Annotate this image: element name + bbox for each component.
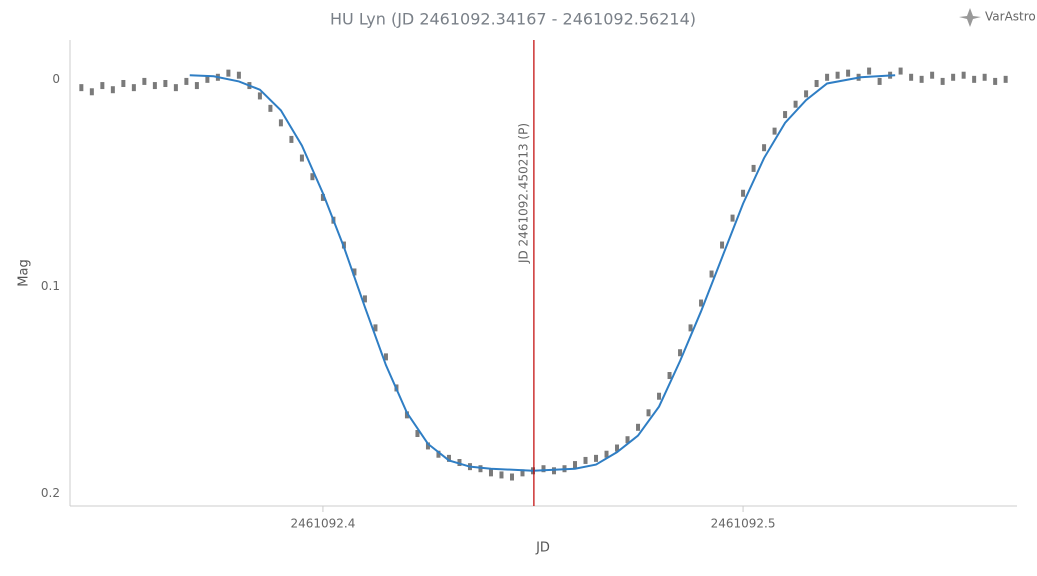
data-point <box>972 75 977 83</box>
x-axis-title: JD <box>535 541 550 556</box>
data-point <box>667 372 672 380</box>
data-point <box>299 154 304 162</box>
fit-line <box>189 74 896 472</box>
data-point <box>404 411 409 419</box>
data-point <box>415 430 420 438</box>
data-point <box>867 67 872 75</box>
data-point <box>793 100 798 108</box>
data-point <box>436 450 441 458</box>
y-axis-title: Mag <box>17 259 32 286</box>
data-point <box>110 86 115 94</box>
data-point <box>909 73 914 81</box>
data-point <box>184 77 189 85</box>
data-point <box>1003 75 1008 83</box>
data-point <box>940 77 945 85</box>
data-point <box>257 92 262 100</box>
data-point <box>646 409 651 417</box>
data-point <box>699 299 704 307</box>
data-point <box>226 69 231 77</box>
data-point <box>89 88 94 96</box>
y-tick-label: 0 <box>52 72 60 86</box>
data-point <box>573 461 578 469</box>
data-point <box>205 75 210 83</box>
data-point <box>657 392 662 400</box>
data-point <box>877 77 882 85</box>
data-point <box>772 127 777 135</box>
data-point <box>604 450 609 458</box>
data-point <box>499 471 504 479</box>
data-point <box>194 82 199 90</box>
data-point <box>814 79 819 87</box>
data-point <box>509 473 514 481</box>
marker-label: JD 2461092.450213 (P) <box>516 123 530 264</box>
data-point <box>352 268 357 276</box>
data-point <box>762 144 767 152</box>
data-point <box>730 214 735 222</box>
chart-title: HU Lyn (JD 2461092.34167 - 2461092.56214… <box>330 10 696 29</box>
data-point <box>131 84 136 92</box>
data-point <box>163 79 168 87</box>
data-point <box>152 82 157 90</box>
data-point <box>425 442 430 450</box>
data-point <box>594 454 599 462</box>
data-point <box>825 73 830 81</box>
data-point <box>520 469 525 477</box>
data-point <box>751 164 756 172</box>
data-point <box>488 469 493 477</box>
data-point <box>320 193 325 201</box>
data-point <box>552 467 557 475</box>
data-point <box>615 444 620 452</box>
brand-logo: VarAstro <box>959 8 1036 27</box>
data-point <box>783 111 788 119</box>
data-point <box>362 295 367 303</box>
data-point <box>678 349 683 357</box>
data-point <box>961 71 966 79</box>
data-point <box>982 73 987 81</box>
data-point <box>79 84 84 92</box>
data-point <box>478 465 483 473</box>
data-point <box>278 119 283 127</box>
data-point <box>583 456 588 464</box>
logo-icon <box>959 8 981 27</box>
data-point <box>835 71 840 79</box>
data-point <box>930 71 935 79</box>
data-point <box>636 423 641 431</box>
x-tick-label: 2461092.4 <box>290 517 355 531</box>
y-tick-label: 0.1 <box>41 279 60 293</box>
data-point <box>383 353 388 361</box>
data-point <box>236 71 241 79</box>
x-tick-label: 2461092.5 <box>711 517 776 531</box>
data-point <box>268 104 273 112</box>
data-point <box>100 82 105 90</box>
y-tick-label: 0.2 <box>41 486 60 500</box>
data-point <box>688 324 693 332</box>
data-point <box>741 189 746 197</box>
data-point <box>804 90 809 98</box>
data-point <box>446 454 451 462</box>
data-point <box>951 73 956 81</box>
logo-text: VarAstro <box>985 10 1036 24</box>
data-point <box>993 77 998 85</box>
data-point <box>846 69 851 77</box>
data-point <box>625 436 630 444</box>
data-point <box>142 77 147 85</box>
data-point <box>121 79 126 87</box>
data-point <box>373 324 378 332</box>
data-point <box>919 75 924 83</box>
data-point <box>289 135 294 143</box>
data-point <box>898 67 903 75</box>
data-point <box>709 270 714 278</box>
data-point <box>720 241 725 249</box>
data-point <box>173 84 178 92</box>
data-point <box>541 465 546 473</box>
data-point <box>310 173 315 181</box>
